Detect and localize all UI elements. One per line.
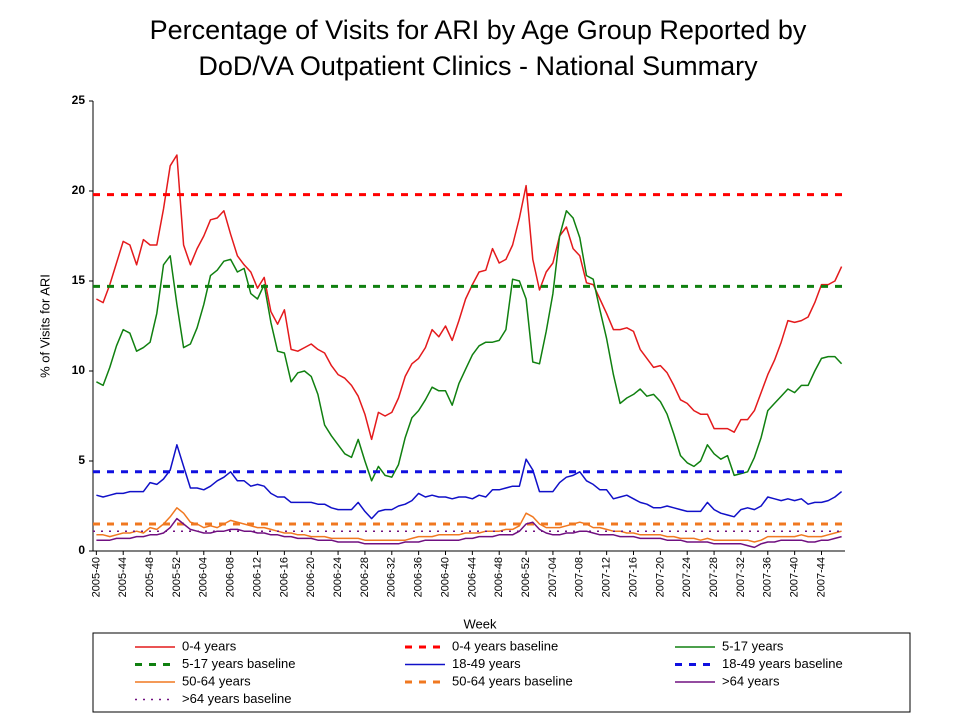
x-tick-label: 2007-24 <box>681 557 693 597</box>
y-tick-label: 15 <box>72 273 86 287</box>
x-axis-label: Week <box>464 616 497 631</box>
legend-label: 50-64 years <box>182 673 251 688</box>
series-line <box>96 507 842 543</box>
series-line <box>96 517 842 549</box>
x-tick-label: 2005-48 <box>144 557 156 597</box>
legend-label: >64 years baseline <box>182 691 292 706</box>
x-tick-label: 2007-08 <box>574 557 586 597</box>
y-tick-label: 10 <box>72 363 86 377</box>
legend-label: 18-49 years <box>452 656 521 671</box>
y-axis-label: % of Visits for ARI <box>37 274 52 378</box>
legend-label: 5-17 years <box>722 638 784 653</box>
x-tick-label: 2007-40 <box>789 557 801 597</box>
x-tick-label: 2006-20 <box>305 557 317 597</box>
x-tick-label: 2007-20 <box>654 557 666 597</box>
legend-label: 18-49 years baseline <box>722 656 843 671</box>
series-line <box>96 444 843 520</box>
legend-label: >64 years <box>722 673 780 688</box>
x-tick-label: 2006-04 <box>198 557 210 597</box>
series-line <box>96 154 843 441</box>
x-tick-label: 2005-44 <box>117 557 129 597</box>
y-tick-label: 20 <box>72 183 86 197</box>
y-tick-label: 5 <box>78 453 85 467</box>
chart-title: DoD/VA Outpatient Clinics - National Sum… <box>198 51 758 81</box>
legend-label: 0-4 years <box>182 638 237 653</box>
legend-box <box>92 632 911 713</box>
series-line <box>96 210 843 482</box>
x-tick-label: 2006-40 <box>439 557 451 597</box>
x-tick-label: 2007-32 <box>735 557 747 597</box>
legend-label: 50-64 years baseline <box>452 673 573 688</box>
x-tick-label: 2006-32 <box>386 557 398 597</box>
x-tick-label: 2006-12 <box>251 557 263 597</box>
chart-title: Percentage of Visits for ARI by Age Grou… <box>150 15 807 45</box>
y-tick-label: 0 <box>78 543 85 557</box>
x-tick-label: 2006-24 <box>332 557 344 597</box>
x-tick-label: 2007-04 <box>547 557 559 597</box>
x-tick-label: 2007-28 <box>708 557 720 597</box>
x-tick-label: 2006-16 <box>278 557 290 597</box>
y-tick-label: 25 <box>72 93 86 107</box>
x-tick-label: 2006-48 <box>493 557 505 597</box>
x-tick-label: 2007-16 <box>627 557 639 597</box>
x-tick-label: 2006-28 <box>359 557 371 597</box>
x-tick-label: 2006-52 <box>520 557 532 597</box>
x-tick-label: 2007-36 <box>762 557 774 597</box>
legend-label: 5-17 years baseline <box>182 656 295 671</box>
legend-label: 0-4 years baseline <box>452 638 558 653</box>
x-tick-label: 2007-12 <box>601 557 613 597</box>
x-tick-label: 2007-44 <box>815 557 827 597</box>
x-tick-label: 2005-40 <box>90 557 102 597</box>
x-tick-label: 2006-08 <box>225 557 237 597</box>
x-tick-label: 2005-52 <box>171 557 183 597</box>
x-tick-label: 2006-44 <box>466 557 478 597</box>
x-tick-label: 2006-36 <box>413 557 425 597</box>
